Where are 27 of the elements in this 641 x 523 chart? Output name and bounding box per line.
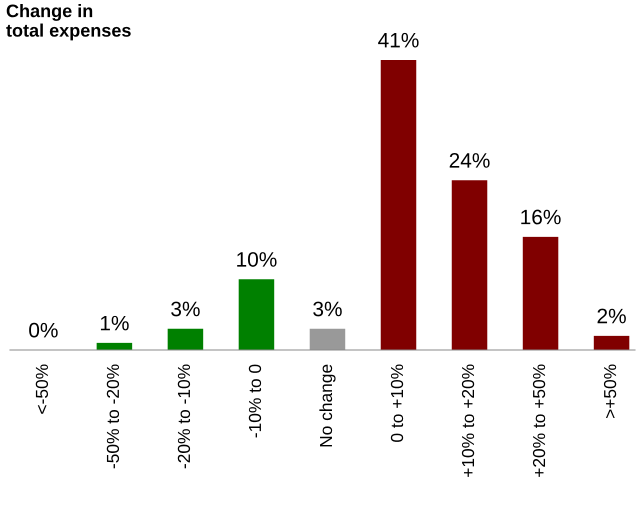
data-label: 1% bbox=[100, 316, 129, 330]
bar bbox=[594, 336, 630, 350]
x-tick-label: +20% to +50% bbox=[532, 364, 546, 477]
x-tick-label: No change bbox=[319, 364, 336, 446]
bar bbox=[168, 328, 204, 350]
bar bbox=[380, 60, 416, 350]
data-label: 3% bbox=[171, 302, 200, 316]
data-label: 10% bbox=[237, 252, 277, 267]
x-tick-label: 0 to +10% bbox=[390, 364, 404, 442]
bar bbox=[452, 180, 488, 350]
bar bbox=[310, 328, 346, 350]
data-label: 0% bbox=[29, 322, 58, 338]
data-label: 41% bbox=[378, 32, 419, 48]
x-tick-label: -10% to 0 bbox=[248, 364, 262, 438]
data-label: 3% bbox=[313, 302, 342, 316]
x-tick-label: -50% to -20% bbox=[106, 364, 120, 468]
data-label: 2% bbox=[598, 308, 626, 324]
bar bbox=[238, 279, 274, 350]
data-label: 24% bbox=[450, 153, 490, 168]
bar bbox=[96, 342, 132, 350]
x-tick-label: <-50% bbox=[36, 364, 48, 414]
x-tick-label: +10% to +20% bbox=[462, 364, 474, 477]
bar bbox=[522, 236, 558, 350]
chart-title: Change in total expenses bbox=[6, 4, 131, 40]
x-tick-label: >+50% bbox=[604, 364, 616, 418]
data-label: 16% bbox=[521, 210, 561, 224]
x-tick-label: -20% to -10% bbox=[178, 364, 190, 468]
